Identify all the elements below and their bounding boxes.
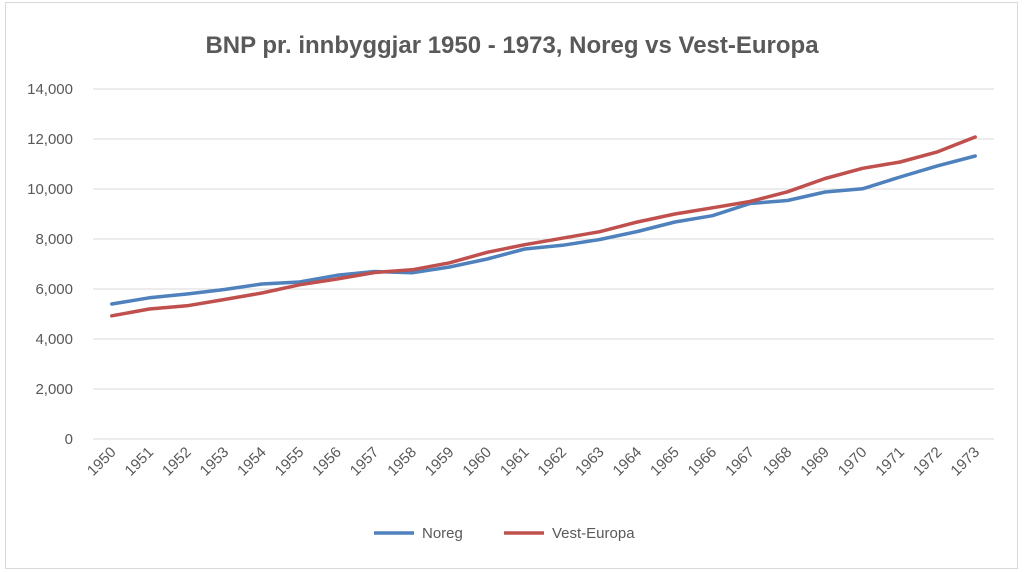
series-lines (110, 135, 977, 318)
legend-label: Vest-Europa (552, 525, 635, 542)
x-tick-label: 1973 (947, 444, 983, 480)
x-tick-label: 1963 (572, 444, 608, 480)
y-tick-label: 12,000 (27, 131, 73, 148)
legend: Noreg Vest-Europa (374, 525, 635, 542)
x-tick-label: 1959 (422, 444, 458, 480)
y-tick-label: 6,000 (35, 281, 73, 298)
x-tick-label: 1953 (197, 444, 233, 480)
gridlines (93, 88, 994, 440)
y-tick-label: 14,000 (27, 81, 73, 98)
x-tick-label: 1962 (534, 444, 570, 480)
series-line-noreg (110, 154, 977, 306)
x-tick-label: 1968 (760, 444, 796, 480)
x-tick-label: 1961 (497, 444, 533, 480)
x-tick-label: 1952 (159, 444, 195, 480)
y-tick-label: 2,000 (35, 381, 73, 398)
x-tick-label: 1971 (872, 444, 908, 480)
x-tick-label: 1958 (384, 444, 420, 480)
legend-label: Noreg (422, 525, 463, 542)
x-tick-label: 1960 (459, 444, 495, 480)
x-tick-label: 1957 (347, 444, 383, 480)
x-tick-label: 1967 (722, 444, 758, 480)
x-tick-label: 1965 (647, 444, 683, 480)
x-tick-label: 1951 (122, 444, 158, 480)
x-tick-label: 1970 (835, 444, 871, 480)
chart-frame (5, 2, 1018, 569)
y-tick-label: 0 (65, 431, 73, 448)
x-tick-label: 1964 (610, 444, 646, 480)
y-tick-label: 4,000 (35, 331, 73, 348)
y-tick-label: 8,000 (35, 231, 73, 248)
x-tick-label: 1969 (797, 444, 833, 480)
x-tick-label: 1956 (309, 444, 345, 480)
x-tick-label: 1972 (910, 444, 946, 480)
x-axis-ticks: 1950 1951 1952 1953 1954 1955 1956 1957 1958 1959… (84, 444, 983, 480)
x-tick-label: 1954 (234, 444, 270, 480)
x-tick-label: 1966 (685, 444, 721, 480)
chart-title: BNP pr. innbyggjar 1950 - 1973, Noreg vs… (205, 32, 819, 59)
x-tick-label: 1955 (272, 444, 308, 480)
y-axis-ticks: 0 2,000 4,000 6,000 8,000 10,000 12,000 14,000 (27, 81, 73, 448)
x-tick-label: 1950 (84, 444, 120, 480)
series-line-vest-europa (110, 135, 977, 318)
y-tick-label: 10,000 (27, 181, 73, 198)
